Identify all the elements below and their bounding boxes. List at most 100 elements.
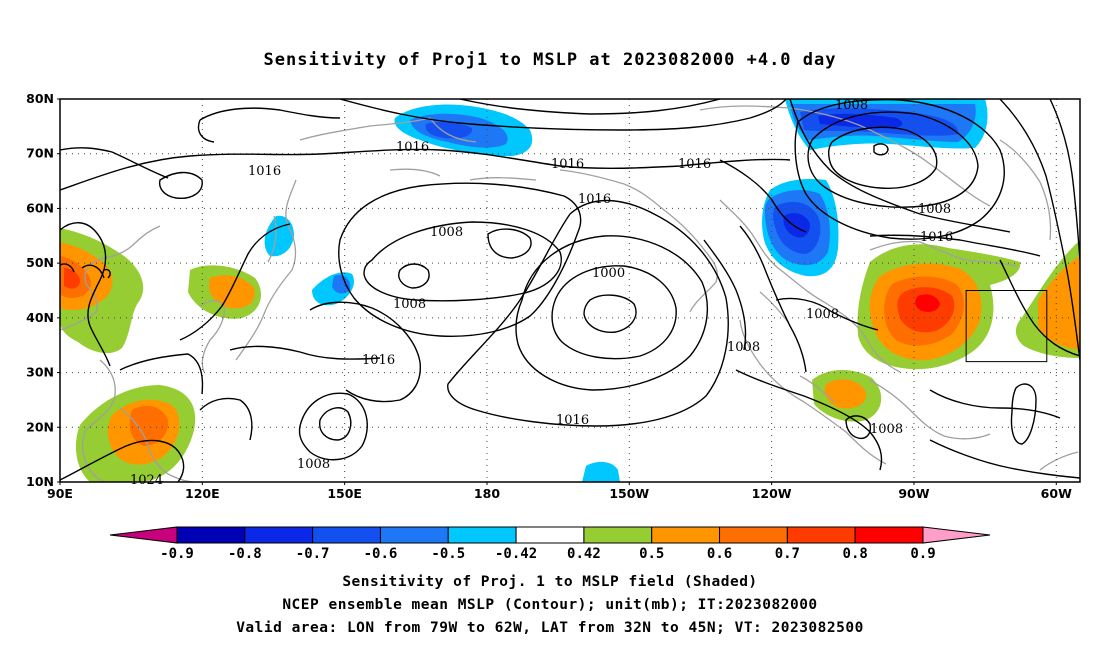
sensitivity-shading [60, 99, 1080, 482]
contour-1012-atl [999, 99, 1080, 361]
contour-label: 1016 [556, 413, 589, 428]
contour-1024-inner [583, 294, 637, 333]
contour-1020-atl [1010, 383, 1037, 445]
lon-label: 90E [47, 486, 73, 501]
contour-1012-carib [929, 389, 1061, 419]
contour-1024 [551, 265, 677, 360]
colorbar-label: 0.8 [843, 546, 868, 562]
lon-label: 90W [898, 486, 929, 501]
contour-1020 [515, 235, 708, 391]
contour-1016-bering [338, 182, 582, 338]
contour-1008-gulf [845, 415, 872, 440]
contour-1012-wus [703, 239, 747, 351]
colorbar-label: -0.6 [364, 546, 398, 562]
colorbar-label: -0.8 [228, 546, 262, 562]
contour-1012-typh [298, 392, 368, 461]
colorbar-label: 0.6 [707, 546, 732, 562]
map-frame [59, 98, 1081, 483]
contour-label: 1000 [592, 266, 625, 281]
contour-1024-arctic [459, 99, 721, 115]
colorbar-swatch [854, 526, 924, 544]
colorbar-swatch [244, 526, 314, 544]
lon-label: 180 [474, 486, 500, 501]
contour-1004-low [807, 111, 979, 208]
lon-label: 120W [752, 486, 792, 501]
contour-1016-atl [1049, 99, 1080, 261]
contour-label: 1016 [551, 157, 584, 172]
contour-1012-japan [179, 223, 291, 341]
lat-label: 20N [26, 419, 54, 434]
contour-1008-bering [363, 221, 562, 302]
contour-1008-wus [739, 225, 807, 373]
graticule [60, 99, 1080, 482]
contour-1004-b [487, 228, 532, 259]
contour-label: 1008 [918, 202, 951, 217]
colorbar-swatch [786, 526, 856, 544]
contour-1000-low [827, 126, 938, 190]
contour-1012-atl2 [999, 259, 1080, 357]
lat-label: 10N [26, 474, 54, 489]
contour-label: 1016 [362, 353, 395, 368]
lon-label: 60W [1041, 486, 1072, 501]
contour-1008-sea [60, 439, 185, 482]
contour-1008-carib [929, 439, 1080, 479]
colorbar-swatch [379, 526, 449, 544]
colorbar-swatch [583, 526, 653, 544]
contour-1020-arctic [339, 99, 787, 131]
contour-label: 1008 [430, 225, 463, 240]
contour-1012-sea [199, 397, 253, 441]
colorbar-swatch [719, 526, 788, 544]
colorbar: -0.9 -0.8 -0.7 -0.6 -0.5 -0.42 0.42 0.5 0.6 0.7 0.… [109, 526, 991, 562]
contour-1012-asia [60, 263, 111, 279]
contour-label: 1008 [727, 340, 760, 355]
colorbar-swatch [515, 526, 585, 544]
contour-label: 1008 [806, 307, 839, 322]
colorbar-label: 0.42 [567, 546, 601, 562]
contour-1016-arctic-a [60, 148, 791, 191]
colorbar-under-triangle [109, 526, 178, 544]
colorbar-label: -0.5 [431, 546, 465, 562]
contour-1016-wpac2 [229, 345, 381, 360]
coastlines [60, 105, 1079, 482]
colorbar-label: 0.9 [910, 546, 935, 562]
contour-label: 1008 [393, 297, 426, 312]
lon-label: 150E [327, 486, 362, 501]
contour-1008-asia [60, 222, 111, 367]
contour-996-low [873, 143, 889, 156]
lat-label: 70N [26, 146, 54, 161]
contour-1016-northeur [60, 147, 169, 179]
colorbar-label: -0.42 [495, 546, 537, 562]
caption-line-3: Valid area: LON from 79W to 62W, LAT fro… [236, 620, 864, 636]
chart-title: Sensitivity of Proj1 to MSLP at 20230820… [263, 50, 837, 70]
colorbar-swatch [176, 526, 246, 544]
caption-line-1: Sensitivity of Proj. 1 to MSLP field (Sh… [342, 574, 758, 590]
contour-1008-cus [775, 297, 879, 331]
contour-1012-mid [119, 353, 204, 395]
contour-1004-a [398, 263, 430, 289]
colorbar-label: 0.5 [639, 546, 664, 562]
contour-label: 1016 [248, 164, 281, 179]
contour-1012-cus [735, 369, 883, 471]
colorbar-swatch [447, 526, 517, 544]
lat-label: 30N [26, 365, 54, 380]
lon-label: 120E [185, 486, 220, 501]
colorbar-label: -0.7 [296, 546, 330, 562]
contour-1012-arctic [197, 107, 341, 143]
mslp-contours [60, 99, 1080, 482]
colorbar-label: 0.7 [775, 546, 800, 562]
contour-1012-canada [789, 99, 1011, 233]
lat-label: 50N [26, 255, 54, 270]
contour-1016-wpac [309, 301, 421, 403]
contour-1008-low [794, 99, 1005, 240]
lat-label: 60N [26, 200, 54, 215]
colorbar-label: -0.9 [160, 546, 194, 562]
caption-line-2: NCEP ensemble mean MSLP (Contour); unit(… [282, 597, 818, 613]
contour-label: 1008 [297, 457, 330, 472]
contour-1016-siberia [158, 171, 203, 199]
contour-label: 1016 [678, 157, 711, 172]
contour-label: 1008 [835, 98, 868, 113]
contour-label: 1016 [396, 140, 429, 155]
shade-level-0.8 [915, 294, 940, 312]
